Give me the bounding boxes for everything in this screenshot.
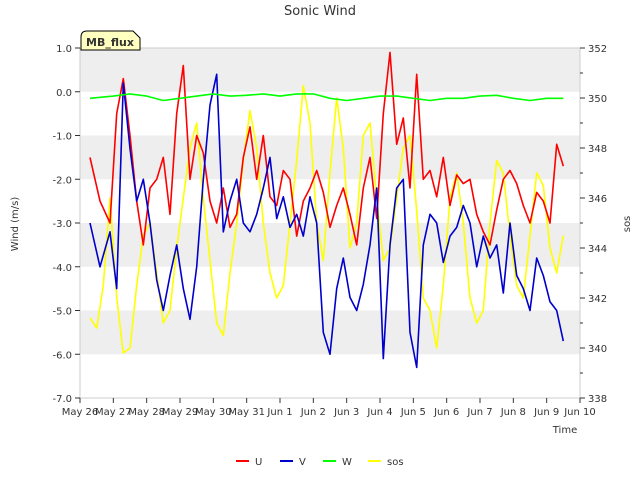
legend-label-sos: sos — [387, 457, 404, 468]
x-tick-label: May 26 — [62, 407, 99, 418]
y2-tick-label: 346 — [588, 194, 607, 205]
legend-label-v: V — [299, 457, 306, 468]
x-axis-label: Time — [552, 425, 577, 436]
x-tick-label: May 29 — [162, 407, 199, 418]
x-tick-label: Jun 7 — [466, 407, 492, 418]
x-tick-label: Jun 9 — [533, 407, 559, 418]
y-axis-left-ticks: -7.0 -6.0 -5.0 -4.0 -3.0 -2.0 -1.0 0.0 1.0 — [52, 44, 80, 405]
y2-tick-label: 348 — [588, 144, 607, 155]
x-tick-label: Jun 6 — [433, 407, 459, 418]
y-tick-label: -1.0 — [52, 132, 72, 143]
y2-tick-label: 352 — [588, 44, 607, 55]
x-tick-label: Jun 8 — [500, 407, 526, 418]
x-tick-label: May 30 — [195, 407, 232, 418]
y-tick-label: -6.0 — [52, 350, 72, 361]
x-tick-label: May 31 — [228, 407, 265, 418]
y-tick-label: 0.0 — [56, 88, 72, 99]
series-line-v — [89, 73, 565, 369]
series-line-sos — [89, 84, 565, 354]
badge-shape — [80, 30, 141, 51]
x-tick-label: May 27 — [95, 407, 132, 418]
chart-title: Sonic Wind — [284, 4, 356, 19]
series-layer — [89, 51, 565, 369]
y2-tick-label: 342 — [588, 294, 607, 305]
y-tick-label: -4.0 — [52, 263, 72, 274]
x-tick-label: Jun 3 — [333, 407, 359, 418]
y-axis-label: Wind (m/s) — [10, 197, 21, 252]
y-tick-label: -2.0 — [52, 175, 72, 186]
series-line-u — [89, 51, 565, 246]
x-tick-label: May 28 — [128, 407, 165, 418]
legend-label-w: W — [342, 457, 352, 468]
x-tick-label: Jun 4 — [366, 407, 392, 418]
y-tick-label: 1.0 — [56, 44, 72, 55]
y2-tick-label: 340 — [588, 344, 607, 355]
y-tick-label: -7.0 — [52, 394, 72, 405]
badge: MB_flux — [80, 30, 141, 51]
y2-axis-label: sos — [622, 216, 633, 233]
grid-band — [80, 48, 580, 92]
badge-label: MB_flux — [86, 36, 134, 49]
y-axis-right-ticks: 338 340 342 344 346 348 350 352 — [580, 44, 607, 405]
y2-tick-label: 338 — [588, 394, 607, 405]
y-tick-label: -3.0 — [52, 219, 72, 230]
x-tick-label: Jun 2 — [300, 407, 326, 418]
legend-label-u: U — [255, 457, 262, 468]
plot-bands — [80, 48, 580, 398]
y-tick-label: -5.0 — [52, 307, 72, 318]
series-line-w — [89, 93, 564, 102]
x-tick-label: Jun 1 — [266, 407, 292, 418]
x-tick-label: Jun 10 — [563, 407, 596, 418]
x-tick-label: Jun 5 — [400, 407, 426, 418]
y2-tick-label: 344 — [588, 244, 607, 255]
y2-tick-label: 350 — [588, 94, 607, 105]
